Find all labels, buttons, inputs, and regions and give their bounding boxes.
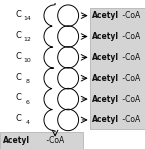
Text: C: C xyxy=(16,52,22,61)
Text: Acetyl: Acetyl xyxy=(92,74,119,83)
Text: -CoA: -CoA xyxy=(120,53,140,62)
Text: -CoA: -CoA xyxy=(120,11,140,20)
Text: -CoA: -CoA xyxy=(120,32,140,41)
Text: -CoA: -CoA xyxy=(120,115,140,124)
Text: C: C xyxy=(16,114,22,123)
Text: 6: 6 xyxy=(26,100,29,105)
Text: 14: 14 xyxy=(24,16,31,21)
Text: C: C xyxy=(16,10,22,19)
Text: 12: 12 xyxy=(24,37,31,42)
Text: -CoA: -CoA xyxy=(44,136,64,145)
Text: Acetyl: Acetyl xyxy=(92,11,119,20)
Text: Acetyl: Acetyl xyxy=(3,136,30,145)
Text: Acetyl: Acetyl xyxy=(92,115,119,124)
Text: 8: 8 xyxy=(26,79,29,84)
Text: -CoA: -CoA xyxy=(120,95,140,104)
Text: C: C xyxy=(16,73,22,82)
Text: 4: 4 xyxy=(26,120,30,125)
Text: Acetyl: Acetyl xyxy=(92,53,119,62)
FancyBboxPatch shape xyxy=(90,8,145,129)
Text: C: C xyxy=(16,93,22,102)
Text: Acetyl: Acetyl xyxy=(92,32,119,41)
Text: -CoA: -CoA xyxy=(120,74,140,83)
Text: Acetyl: Acetyl xyxy=(92,95,119,104)
FancyBboxPatch shape xyxy=(0,132,83,149)
Text: 10: 10 xyxy=(24,58,31,63)
Text: C: C xyxy=(16,31,22,40)
